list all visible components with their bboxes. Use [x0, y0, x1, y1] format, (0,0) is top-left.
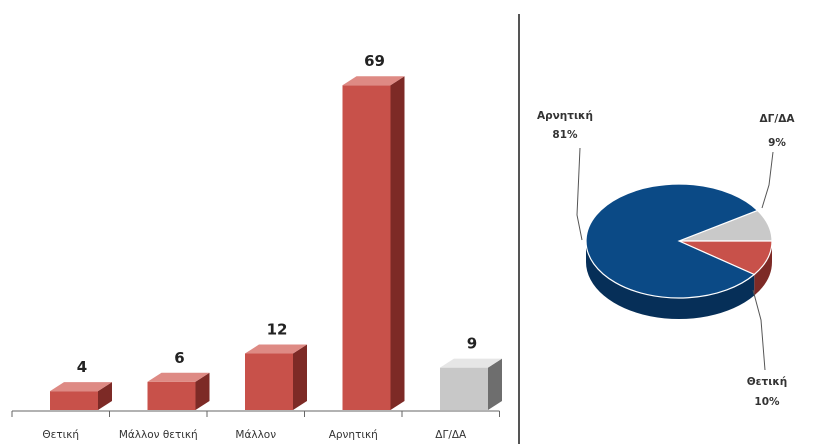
bar-top-0: [50, 382, 112, 392]
bar-2: [245, 353, 293, 410]
pie-label-1: ΔΓ/ΔΑ: [760, 113, 796, 125]
pie-slice-side-2-0: [754, 241, 772, 296]
bar-value-label-4: 9: [467, 335, 477, 353]
chart-divider: [518, 14, 520, 444]
pie-leader-line-2: [752, 289, 766, 371]
pie-leader-line-0: [576, 147, 583, 241]
bar-side-3: [390, 76, 405, 411]
pie-pct-label-1: 9%: [768, 137, 786, 149]
pie-pct-label-2: 10%: [754, 396, 780, 408]
bar-top-3: [342, 76, 405, 86]
bar-value-label-1: 6: [174, 349, 184, 367]
bar-top-4: [440, 358, 502, 368]
x-tick-label-0: Θετική: [42, 429, 79, 441]
pie-chart: Αρνητική 81% ΔΓ/ΔΑ 9% Θετική 10%: [537, 110, 796, 408]
bar-1: [147, 381, 196, 410]
bar-top-2: [245, 344, 307, 354]
x-tick-label-3: Αρνητική: [329, 429, 378, 441]
pie-slice-side-0-0: [586, 241, 755, 319]
bar-side-4: [488, 358, 502, 410]
bar-chart: 4 Θετική 6 Μάλλον θετική 12 Μάλλον 69 Αρνητική 9…: [11, 52, 502, 441]
x-tick-label-4: ΔΓ/ΔΑ: [435, 429, 467, 441]
pie-slice-0: [585, 183, 759, 299]
bar-value-label-0: 4: [77, 358, 87, 376]
pie-label-0: Αρνητική: [537, 110, 593, 122]
pie-label-2: Θετική: [747, 376, 788, 388]
bar-value-label-3: 69: [364, 52, 385, 70]
bar-side-0: [98, 382, 112, 410]
bar-4: [440, 367, 488, 410]
pie-pct-label-0: 81%: [552, 129, 578, 141]
bar-3: [342, 85, 391, 411]
bar-top-1: [147, 372, 210, 382]
bar-0: [50, 391, 98, 410]
pie-leader-line-1: [761, 151, 774, 209]
bar-side-2: [293, 344, 307, 410]
x-tick-label-1: Μάλλον θετική: [119, 429, 198, 441]
x-tick-label-2: Μάλλον: [235, 429, 276, 441]
bar-side-1: [195, 372, 210, 410]
bar-value-label-2: 12: [267, 321, 288, 339]
